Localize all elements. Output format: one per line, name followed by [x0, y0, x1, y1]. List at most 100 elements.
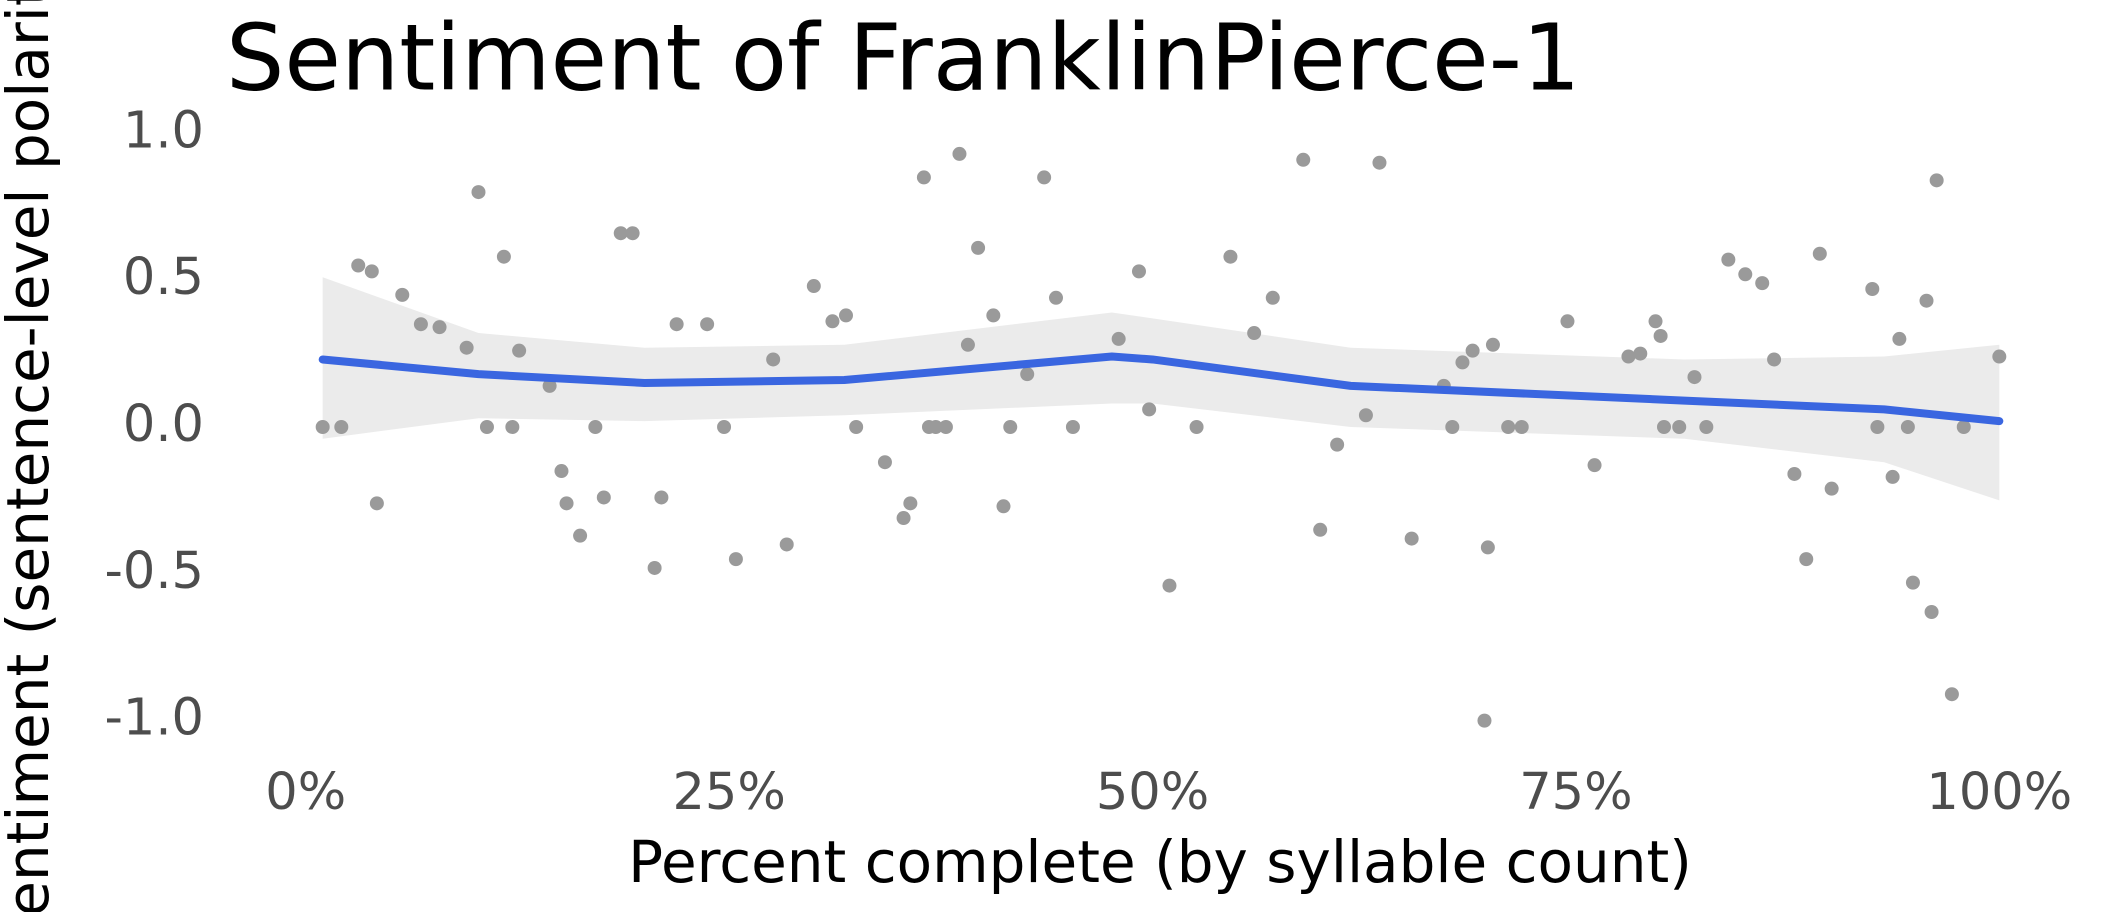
x-tick-label: 100% — [1926, 763, 2072, 822]
y-tick-label: -0.5 — [104, 542, 204, 601]
point — [1003, 420, 1018, 434]
point — [1653, 328, 1668, 343]
point — [1865, 281, 1880, 296]
point — [1265, 290, 1280, 305]
point — [588, 420, 603, 434]
point — [806, 279, 821, 294]
point — [1672, 420, 1687, 434]
point — [779, 537, 794, 552]
point — [1992, 349, 2007, 364]
y-tick-label: 0.5 — [123, 248, 204, 307]
point — [654, 490, 669, 505]
point — [1313, 522, 1328, 537]
y-tick-label: 1.0 — [123, 101, 204, 160]
point — [1048, 290, 1063, 305]
point — [825, 314, 840, 329]
point — [1919, 293, 1934, 308]
point — [1648, 314, 1663, 329]
point — [432, 320, 447, 335]
point — [896, 511, 911, 526]
point — [971, 240, 986, 255]
point — [1687, 370, 1702, 385]
point — [351, 258, 366, 273]
point — [1189, 420, 1204, 434]
point — [1755, 276, 1770, 291]
point — [1501, 420, 1516, 434]
point — [364, 264, 379, 279]
point — [647, 560, 662, 575]
point — [1892, 331, 1907, 346]
point — [613, 226, 628, 241]
point — [1699, 420, 1714, 434]
y-tick-label: -1.0 — [104, 689, 204, 748]
point — [1738, 267, 1753, 282]
point — [554, 464, 569, 479]
point — [315, 420, 330, 434]
point — [960, 337, 975, 352]
point — [717, 420, 732, 434]
point — [1656, 420, 1671, 434]
chart-title: Sentiment of FranklinPierce-1 — [226, 4, 1580, 111]
confidence-band — [322, 277, 2000, 501]
x-tick-label: 75% — [1519, 763, 1632, 822]
point — [1111, 331, 1126, 346]
point — [938, 420, 953, 434]
point — [471, 185, 486, 200]
point — [1465, 343, 1480, 358]
point — [573, 528, 588, 543]
x-tick-label: 25% — [672, 763, 785, 822]
point — [512, 343, 527, 358]
point — [766, 352, 781, 367]
y-tick-label: 0.0 — [123, 395, 204, 454]
point — [1514, 420, 1529, 434]
point — [928, 420, 943, 434]
point — [395, 287, 410, 302]
point — [849, 420, 864, 434]
point — [700, 317, 715, 332]
point — [1142, 402, 1157, 417]
point — [1162, 578, 1177, 593]
point — [559, 496, 574, 511]
point — [1065, 420, 1080, 434]
point — [625, 226, 640, 241]
point — [1020, 367, 1035, 382]
point — [479, 420, 494, 434]
point — [1767, 352, 1782, 367]
point — [903, 496, 918, 511]
point — [1929, 173, 1944, 188]
point — [1131, 264, 1146, 279]
point — [1372, 155, 1387, 170]
point — [1799, 552, 1814, 567]
point — [459, 340, 474, 355]
point — [1924, 604, 1939, 619]
y-axis-label: Sentiment (sentence-level polarity) — [0, 0, 62, 912]
point — [596, 490, 611, 505]
point — [1812, 246, 1827, 261]
point — [1824, 481, 1839, 496]
point — [1587, 458, 1602, 473]
x-tick-label: 0% — [265, 763, 346, 822]
point — [916, 170, 931, 185]
point — [838, 308, 853, 323]
point — [877, 455, 892, 470]
point — [1296, 152, 1311, 167]
point — [369, 496, 384, 511]
point — [1330, 437, 1345, 452]
point — [952, 146, 967, 161]
point — [1560, 314, 1575, 329]
point — [334, 420, 349, 434]
point — [1477, 713, 1492, 728]
point — [1358, 408, 1373, 423]
point — [413, 317, 428, 332]
point — [1223, 249, 1238, 264]
point — [1870, 420, 1885, 434]
point — [1956, 420, 1971, 434]
point — [1621, 349, 1636, 364]
point — [1885, 469, 1900, 484]
point — [1247, 326, 1262, 341]
point — [669, 317, 684, 332]
point — [505, 420, 520, 434]
point — [1445, 420, 1460, 434]
